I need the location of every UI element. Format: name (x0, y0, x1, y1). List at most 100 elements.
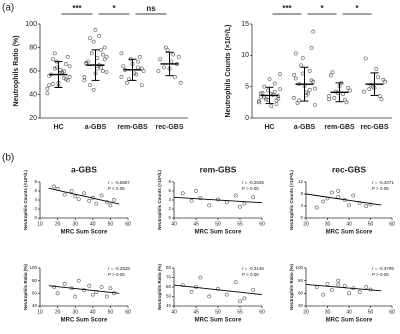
y-tick-label: 8 (168, 179, 171, 184)
data-point (108, 286, 113, 291)
data-point (357, 201, 362, 205)
data-point (299, 63, 303, 68)
x-tick-label: 40 (90, 309, 96, 315)
data-point (119, 74, 124, 79)
data-point (207, 294, 212, 299)
data-point (344, 100, 349, 105)
y-tick-label: 2 (168, 206, 171, 211)
data-point (125, 80, 129, 85)
data-point (198, 275, 203, 280)
data-point (141, 69, 146, 73)
x-tick-label: 20 (303, 221, 309, 227)
data-point (76, 278, 81, 283)
fit-line (173, 284, 263, 296)
stat-annotation: r = -0.3795 (372, 266, 394, 271)
data-point (99, 65, 103, 70)
x-tick-label: 50 (215, 309, 221, 315)
data-point (207, 203, 212, 208)
x-tick-label: 55 (237, 309, 243, 315)
x-tick-label: rem-GBS (117, 124, 148, 131)
data-point (52, 184, 56, 189)
data-point (269, 104, 274, 108)
data-point (304, 93, 309, 98)
data-point (82, 74, 87, 79)
data-point (336, 278, 341, 283)
data-point (336, 195, 341, 199)
x-tick-label: rem-GBS (324, 124, 355, 131)
data-point (300, 71, 305, 76)
data-point (309, 45, 314, 50)
data-point (73, 194, 78, 199)
y-tick-label: 80 (32, 278, 38, 283)
y-axis-label: Neutrophils Ratio (%) (289, 264, 294, 310)
data-point (293, 51, 298, 56)
y-axis-label: Neutrophils Counts (×10⁹/L) (225, 25, 232, 118)
data-point (104, 70, 109, 75)
significance-label: *** (72, 4, 82, 13)
data-point (119, 51, 124, 56)
data-point (136, 59, 140, 64)
data-point (121, 64, 126, 69)
data-point (60, 70, 65, 75)
x-tick-label: 20 (55, 309, 61, 315)
x-tick-label: 50 (108, 221, 114, 227)
data-point (251, 195, 256, 200)
data-point (341, 92, 345, 97)
x-axis-label: MRC Sum Score (195, 230, 242, 236)
data-point (327, 97, 331, 102)
data-point (158, 57, 163, 62)
data-point (52, 66, 57, 71)
data-point (176, 55, 181, 59)
y-axis-label: Neutrophils Counts (×10⁹/L) (23, 170, 28, 230)
data-point (55, 291, 60, 296)
x-tick-label: HC (264, 124, 274, 131)
data-point (347, 203, 351, 208)
stat-annotation: r = -0.4471 (372, 180, 394, 185)
data-point (94, 201, 99, 206)
data-point (162, 65, 166, 70)
data-point (242, 201, 247, 206)
significance-label: ns (146, 4, 156, 13)
data-point (87, 198, 92, 203)
x-tick-label: a-GBS (85, 124, 107, 131)
y-tick-label: 8 (34, 179, 37, 184)
data-point (293, 76, 298, 81)
data-point (95, 66, 100, 71)
y-tick-label: 60 (166, 284, 172, 289)
data-point (348, 88, 352, 93)
data-point (180, 283, 185, 288)
panel-label: (b) (2, 153, 14, 164)
stat-annotation: P > 0.05 (108, 272, 125, 277)
data-point (189, 289, 194, 294)
data-point (233, 280, 238, 285)
x-tick-label: 50 (108, 309, 114, 315)
fit-line (305, 193, 382, 206)
data-point (139, 83, 144, 88)
data-point (357, 290, 362, 294)
y-tick-label: 60 (32, 291, 38, 296)
data-point (87, 283, 92, 288)
x-tick-label: 50 (368, 309, 374, 315)
data-point (95, 56, 100, 60)
data-point (112, 198, 116, 202)
y-axis-label: Neutrophils Counts (×10⁹/L) (289, 170, 294, 230)
y-tick-label: 80 (29, 44, 37, 51)
y-axis-label: Neutrophils Ratio (%) (157, 264, 162, 310)
data-point (313, 86, 317, 91)
y-axis-label: Neutrophils Ratio (%) (13, 35, 20, 106)
data-point (99, 47, 103, 52)
data-point (342, 97, 347, 102)
y-tick-label: 20 (29, 115, 37, 122)
x-tick-label: 60 (125, 221, 131, 227)
y-tick-label: 100 (295, 265, 303, 270)
data-point (278, 72, 282, 77)
y-tick-label: 2 (34, 206, 37, 211)
data-point (163, 45, 168, 50)
data-point (329, 190, 334, 195)
stat-annotation: P < 0.05 (108, 186, 125, 191)
data-point (364, 204, 369, 208)
x-tick-label: 30 (325, 221, 331, 227)
y-tick-label: 8 (300, 191, 303, 196)
data-point (224, 292, 229, 297)
data-point (265, 88, 270, 93)
